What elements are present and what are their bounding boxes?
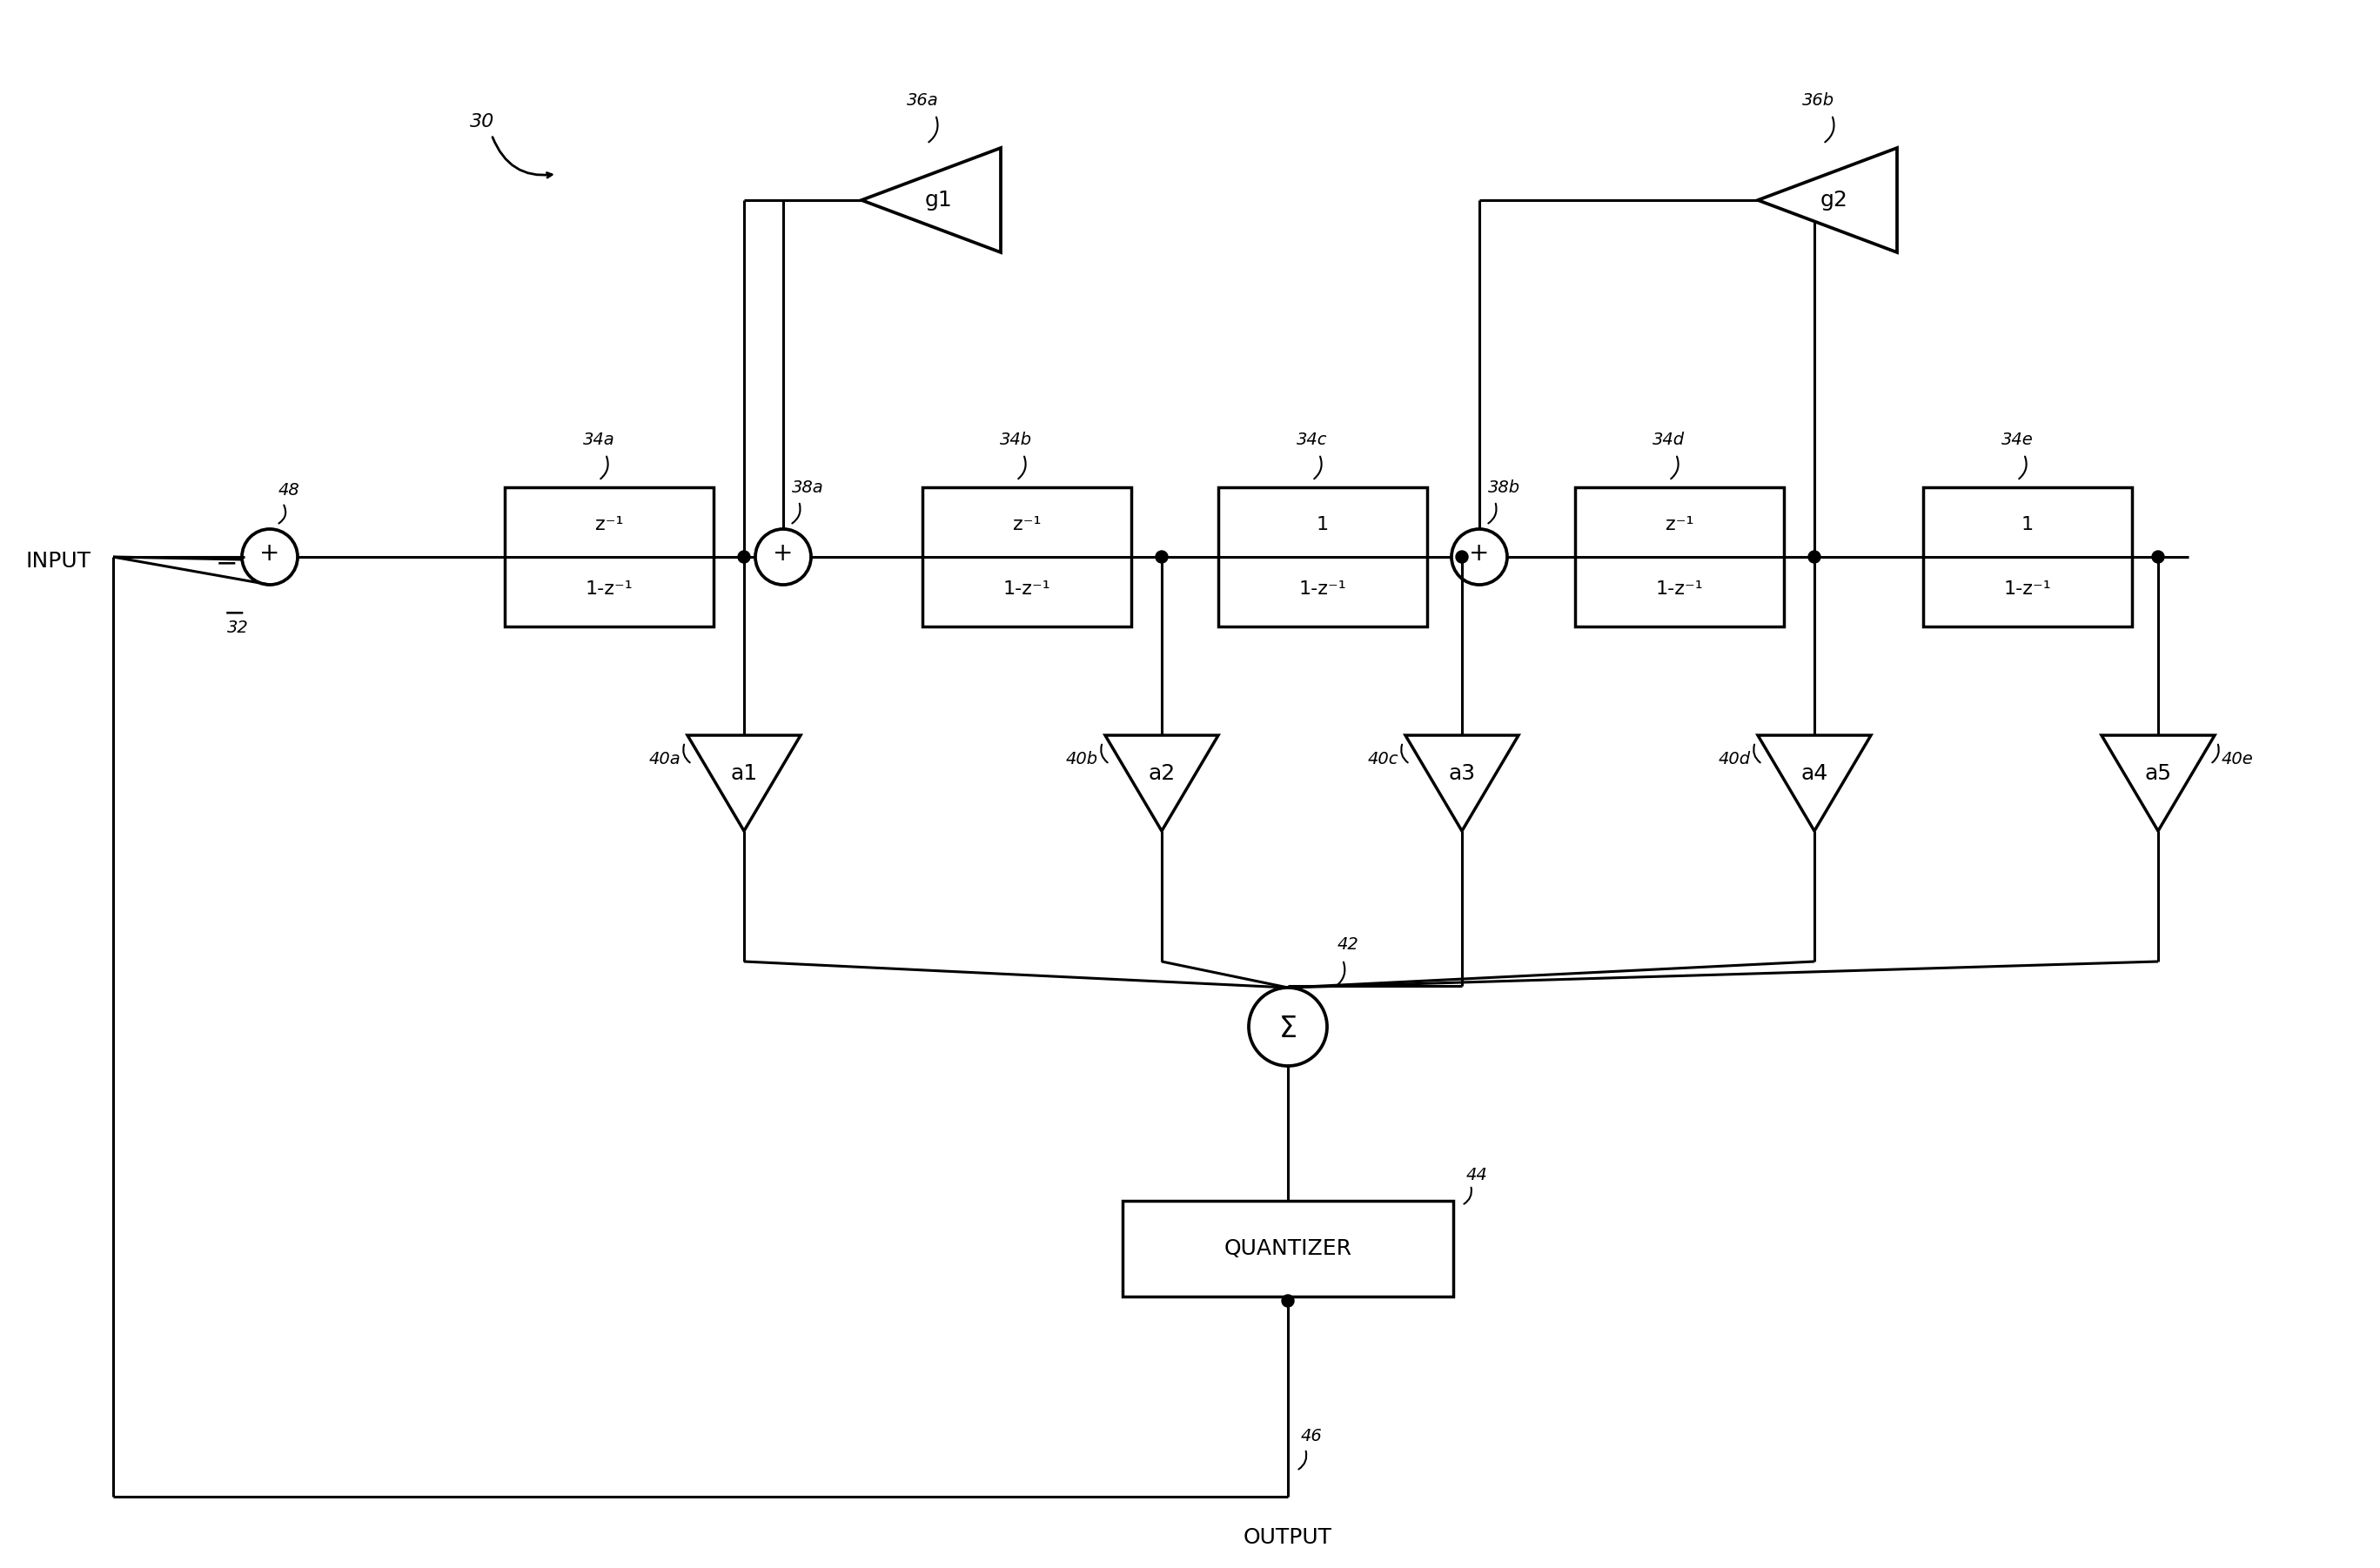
Text: a2: a2 xyxy=(1147,764,1176,784)
Text: 42: 42 xyxy=(1338,936,1359,953)
Text: 34a: 34a xyxy=(583,431,614,448)
Text: a3: a3 xyxy=(1449,764,1476,784)
Circle shape xyxy=(738,550,750,563)
Text: 40e: 40e xyxy=(2221,751,2254,768)
Polygon shape xyxy=(688,735,800,831)
Text: 1-z⁻¹: 1-z⁻¹ xyxy=(1656,580,1704,597)
Text: 40d: 40d xyxy=(1718,751,1752,768)
Bar xyxy=(1576,488,1785,627)
Text: 48: 48 xyxy=(278,481,300,499)
Text: g1: g1 xyxy=(923,190,952,210)
Circle shape xyxy=(1157,550,1169,563)
Text: z⁻¹: z⁻¹ xyxy=(1666,516,1695,533)
Text: 36b: 36b xyxy=(1802,93,1835,108)
Polygon shape xyxy=(2102,735,2216,831)
Polygon shape xyxy=(1759,147,1897,252)
Circle shape xyxy=(1250,988,1328,1066)
Polygon shape xyxy=(862,147,1000,252)
Text: 38b: 38b xyxy=(1488,480,1521,495)
Text: 40a: 40a xyxy=(647,751,681,768)
Text: g2: g2 xyxy=(1821,190,1849,210)
Text: 44: 44 xyxy=(1466,1167,1488,1184)
Bar xyxy=(1123,1201,1454,1297)
Bar xyxy=(1219,488,1428,627)
Text: 30: 30 xyxy=(469,113,495,130)
Text: 34b: 34b xyxy=(1000,431,1033,448)
Text: −: − xyxy=(224,601,245,626)
Text: z⁻¹: z⁻¹ xyxy=(1014,516,1040,533)
Text: 34e: 34e xyxy=(2002,431,2033,448)
Text: z⁻¹: z⁻¹ xyxy=(595,516,624,533)
Text: +: + xyxy=(1468,541,1490,566)
Circle shape xyxy=(1283,1295,1295,1308)
Text: 34d: 34d xyxy=(1652,431,1685,448)
Text: OUTPUT: OUTPUT xyxy=(1242,1527,1333,1548)
Text: 32: 32 xyxy=(226,619,248,637)
Text: +: + xyxy=(774,541,793,566)
Text: 1-z⁻¹: 1-z⁻¹ xyxy=(1299,580,1347,597)
Polygon shape xyxy=(1104,735,1219,831)
Text: a4: a4 xyxy=(1802,764,1828,784)
Text: +: + xyxy=(259,541,281,566)
Circle shape xyxy=(1809,550,1821,563)
Text: 46: 46 xyxy=(1302,1428,1323,1444)
Text: Σ: Σ xyxy=(1278,1014,1297,1044)
Text: a1: a1 xyxy=(731,764,757,784)
Text: 40b: 40b xyxy=(1066,751,1097,768)
Bar xyxy=(923,488,1130,627)
Text: a5: a5 xyxy=(2144,764,2171,784)
Bar xyxy=(1923,488,2132,627)
Polygon shape xyxy=(1404,735,1518,831)
Circle shape xyxy=(2152,550,2163,563)
Text: INPUT: INPUT xyxy=(26,550,90,572)
Circle shape xyxy=(1457,550,1468,563)
Text: 34c: 34c xyxy=(1297,431,1328,448)
Text: 1: 1 xyxy=(1316,516,1328,533)
Polygon shape xyxy=(1759,735,1871,831)
Text: 1-z⁻¹: 1-z⁻¹ xyxy=(585,580,633,597)
Text: 1-z⁻¹: 1-z⁻¹ xyxy=(2004,580,2052,597)
Text: 36a: 36a xyxy=(907,93,938,108)
Text: 1-z⁻¹: 1-z⁻¹ xyxy=(1002,580,1050,597)
Text: −: − xyxy=(214,552,238,577)
Text: 38a: 38a xyxy=(793,480,823,495)
Bar xyxy=(505,488,714,627)
Text: 1: 1 xyxy=(2021,516,2035,533)
Text: 40c: 40c xyxy=(1368,751,1399,768)
Text: QUANTIZER: QUANTIZER xyxy=(1223,1239,1352,1259)
